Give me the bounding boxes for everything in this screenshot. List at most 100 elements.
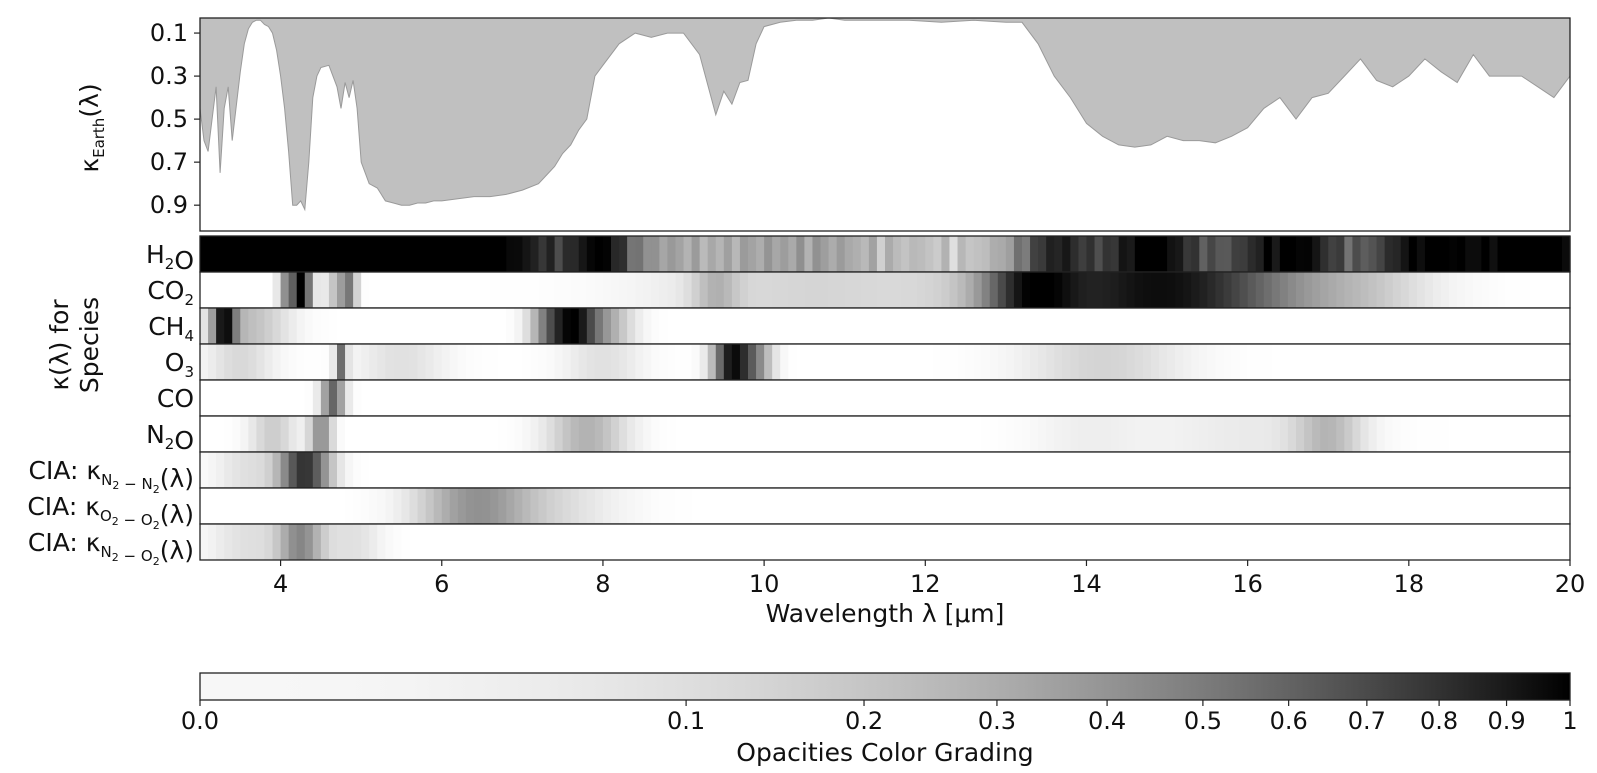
heatmap-cell	[200, 344, 209, 380]
heatmap-cell	[1215, 416, 1225, 452]
heatmap-cell	[1247, 524, 1257, 560]
heatmap-cell	[1263, 416, 1273, 452]
heatmap-cell	[1150, 344, 1160, 380]
heatmap-cell	[361, 236, 370, 272]
heatmap-cell	[1183, 380, 1192, 416]
heatmap-cell	[965, 272, 975, 308]
colorbar-tick-label: 0.6	[1270, 707, 1308, 735]
heatmap-cell	[715, 236, 725, 272]
heatmap-cell	[675, 380, 685, 416]
heatmap-cell	[1376, 452, 1386, 488]
heatmap-cell	[1433, 416, 1442, 452]
heatmap-cell	[1489, 308, 1499, 344]
heatmap-cell	[208, 308, 217, 344]
heatmap-cell	[514, 236, 523, 272]
heatmap-cell	[868, 524, 878, 560]
heatmap-cell	[748, 488, 757, 524]
heatmap-cell	[1553, 272, 1563, 308]
heatmap-cell	[1521, 344, 1531, 380]
heatmap-cell	[465, 308, 475, 344]
heatmap-cell	[264, 272, 274, 308]
heatmap-cell	[780, 416, 789, 452]
heatmap-cell	[885, 344, 894, 380]
heatmap-cell	[1529, 416, 1539, 452]
heatmap-cell	[788, 236, 797, 272]
heatmap-cell	[820, 308, 830, 344]
heatmap-cell	[1489, 524, 1499, 560]
heatmap-cell	[699, 380, 709, 416]
heatmap-cell	[1005, 236, 1015, 272]
heatmap-cell	[997, 452, 1007, 488]
heatmap-cell	[498, 524, 507, 560]
heatmap-cell	[1167, 308, 1176, 344]
heatmap-cell	[594, 380, 604, 416]
heatmap-cell	[909, 380, 918, 416]
heatmap-cell	[981, 524, 991, 560]
heatmap-cell	[514, 416, 523, 452]
heatmap-cell	[788, 308, 797, 344]
heatmap-cell	[465, 380, 475, 416]
heatmap-cell	[675, 452, 685, 488]
heatmap-cell	[312, 488, 322, 524]
heatmap-cell	[465, 488, 475, 524]
heatmap-cell	[433, 272, 443, 308]
heatmap-cell	[973, 344, 983, 380]
heatmap-cell	[328, 344, 338, 380]
heatmap-cell	[780, 380, 789, 416]
heatmap-cell	[417, 380, 427, 416]
heatmap-cell	[1271, 272, 1281, 308]
heatmap-cell	[1279, 308, 1289, 344]
heatmap-cell	[1150, 416, 1160, 452]
heatmap-cell	[764, 272, 773, 308]
heatmap-cell	[683, 272, 693, 308]
heatmap-cell	[465, 416, 475, 452]
heatmap-cell	[804, 488, 814, 524]
heatmap-cell	[1513, 272, 1523, 308]
heatmap-cell	[683, 308, 693, 344]
heatmap-cell	[812, 524, 822, 560]
heatmap-cell	[1505, 308, 1515, 344]
heatmap-cell	[409, 236, 419, 272]
heatmap-cell	[1473, 236, 1482, 272]
heatmap-cell	[1134, 380, 1144, 416]
heatmap-cell	[264, 524, 274, 560]
heatmap-cell	[272, 524, 282, 560]
heatmap-cell	[1312, 236, 1321, 272]
heatmap-cell	[1408, 272, 1418, 308]
heatmap-cell	[1328, 380, 1337, 416]
heatmap-cell	[1545, 380, 1555, 416]
heatmap-cell	[1207, 488, 1217, 524]
heatmap-cell	[643, 236, 652, 272]
heatmap-cell	[320, 488, 330, 524]
heatmap-cell	[1521, 272, 1531, 308]
heatmap-cell	[296, 272, 306, 308]
heatmap-cell	[723, 416, 733, 452]
heatmap-cell	[997, 380, 1007, 416]
heatmap-cell	[441, 452, 451, 488]
heatmap-cell	[933, 380, 943, 416]
x-tick-label: 8	[595, 570, 610, 598]
heatmap-cell	[1279, 272, 1289, 308]
heatmap-cell	[1038, 488, 1047, 524]
heatmap-cell	[433, 308, 443, 344]
heatmap-cell	[691, 524, 701, 560]
heatmap-cell	[885, 488, 894, 524]
colorbar-tick-label: 0.5	[1184, 707, 1222, 735]
heatmap-cell	[731, 344, 741, 380]
heatmap-cell	[514, 308, 523, 344]
heatmap-cell	[401, 488, 411, 524]
heatmap-cell	[1320, 380, 1329, 416]
heatmap-cell	[554, 344, 564, 380]
heatmap-cell	[796, 524, 806, 560]
species-label: CIA: κO2 − O2(λ)	[27, 492, 194, 532]
heatmap-cell	[232, 452, 241, 488]
heatmap-cell	[1497, 416, 1507, 452]
heatmap-cell	[433, 488, 443, 524]
heatmap-cell	[320, 236, 330, 272]
heatmap-cell	[1392, 452, 1402, 488]
heatmap-cell	[304, 344, 314, 380]
heatmap-cell	[925, 524, 934, 560]
heatmap-cell	[216, 416, 225, 452]
heatmap-cell	[594, 452, 604, 488]
heatmap-cell	[699, 452, 709, 488]
